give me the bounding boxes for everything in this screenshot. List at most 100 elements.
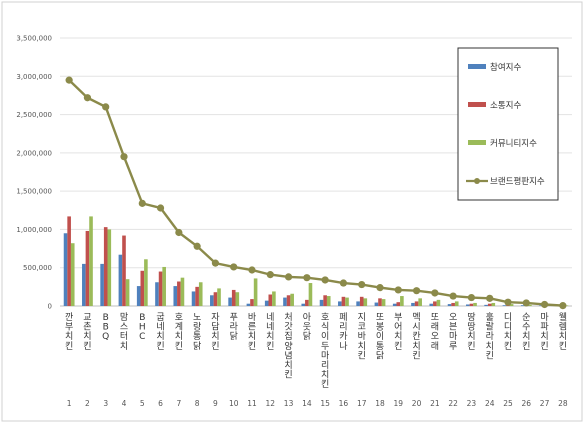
line-point xyxy=(358,280,366,289)
line-point xyxy=(193,242,201,250)
bar-1 xyxy=(191,291,196,306)
line-path xyxy=(68,79,563,307)
bar-2 xyxy=(67,216,71,306)
line-point xyxy=(303,274,311,282)
line-point xyxy=(449,292,457,300)
rank-label: 24 xyxy=(485,399,495,408)
bar-3 xyxy=(363,298,368,306)
bar-1 xyxy=(136,286,141,306)
line-point xyxy=(486,294,494,302)
bar-3 xyxy=(272,291,276,306)
line-point xyxy=(559,302,567,310)
bar-1 xyxy=(520,305,525,306)
bar-3 xyxy=(198,282,203,306)
rank-label: 12 xyxy=(266,399,276,408)
bar-2 xyxy=(378,298,382,306)
rank-label: 19 xyxy=(394,399,404,408)
bar-3 xyxy=(528,304,532,306)
bar-2 xyxy=(213,292,218,306)
bar-3 xyxy=(381,299,386,306)
bar-1 xyxy=(356,301,360,306)
bar-2 xyxy=(323,295,327,306)
bar-2 xyxy=(414,301,419,306)
line-point xyxy=(65,76,73,84)
bar-2 xyxy=(103,227,108,306)
legend-swatch xyxy=(468,64,486,69)
line-point xyxy=(248,266,256,274)
line-point xyxy=(156,204,165,212)
line-point xyxy=(376,284,384,292)
y-tick-label: 500,000 xyxy=(23,264,52,272)
rank-label: 7 xyxy=(176,399,181,408)
bar-3 xyxy=(345,297,349,306)
rank-label: 16 xyxy=(339,399,349,408)
y-tick-label: 0 xyxy=(48,303,52,311)
y-axis-ticks: 0 500,000 1,000,000 1,500,000 2,000,000 2,500… xyxy=(16,35,52,311)
legend-label: 브랜드평판지수 xyxy=(490,176,545,187)
rank-label: 11 xyxy=(247,399,257,408)
bar-2 xyxy=(451,302,455,306)
bar-1 xyxy=(447,304,452,306)
line-point xyxy=(412,287,421,295)
line-series xyxy=(65,76,567,310)
bar-1 xyxy=(82,263,86,306)
y-tick-label: 2,000,000 xyxy=(16,149,52,157)
line-point xyxy=(102,103,110,111)
bar-3 xyxy=(400,296,404,306)
line-point xyxy=(120,153,128,161)
rank-label: 6 xyxy=(158,399,163,408)
bar-2 xyxy=(140,270,145,306)
rank-label: 18 xyxy=(375,399,385,408)
bar-3 xyxy=(418,298,422,306)
legend-label: 소통지수 xyxy=(490,101,521,111)
bar-3 xyxy=(509,304,514,306)
line-point xyxy=(394,286,402,294)
line-point xyxy=(83,94,92,102)
line-point xyxy=(266,271,274,279)
y-tick-label: 1,000,000 xyxy=(16,226,52,234)
line-point xyxy=(540,300,549,309)
bar-3 xyxy=(564,305,569,306)
line-point xyxy=(284,273,293,281)
rank-label: 25 xyxy=(503,399,513,408)
bar-2 xyxy=(158,271,163,306)
bar-3 xyxy=(89,216,93,306)
bar-1 xyxy=(63,233,68,306)
rank-label: 4 xyxy=(122,399,127,408)
line-point xyxy=(339,279,348,287)
bar-3 xyxy=(144,259,148,306)
line-point xyxy=(230,263,238,271)
bar-1 xyxy=(246,303,251,306)
bar-1 xyxy=(411,302,415,306)
legend-label: 참여지수 xyxy=(490,62,521,73)
y-tick-label: 3,000,000 xyxy=(16,73,52,81)
line-point xyxy=(175,228,183,237)
bar-3 xyxy=(454,301,459,306)
bar-3 xyxy=(253,278,258,306)
rank-label: 14 xyxy=(302,399,312,408)
bar-1 xyxy=(484,304,488,306)
legend-swatch-point xyxy=(474,178,480,184)
rank-label: 27 xyxy=(540,399,550,408)
bar-1 xyxy=(228,297,232,306)
line-point xyxy=(504,298,512,306)
rank-label: 22 xyxy=(448,399,458,408)
rank-label: 5 xyxy=(140,399,145,408)
